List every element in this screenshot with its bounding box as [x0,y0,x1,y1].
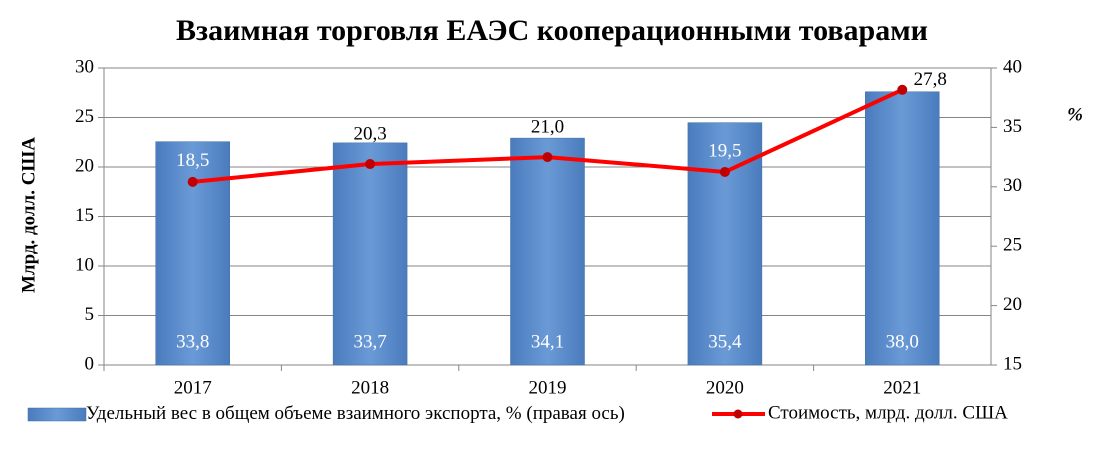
x-tick-label: 2017 [174,377,212,398]
y2-tick-label: 25 [1003,235,1022,256]
x-tick-label: 2018 [351,377,389,398]
y2-tick-label: 20 [1003,294,1022,315]
y-tick-label: 0 [85,353,95,374]
x-tick-label: 2020 [706,377,744,398]
y2-tick-label: 40 [1003,56,1022,77]
legend-label: Удельный вес в общем объеме взаимного эк… [86,403,625,424]
line-value-label: 27,8 [914,69,947,90]
x-tick-label: 2019 [529,377,567,398]
y2-tick-label: 30 [1003,175,1022,196]
y-tick-label: 20 [75,155,94,176]
y2-tick-label: 15 [1003,353,1022,374]
legend-swatch [27,407,87,422]
bar [687,122,763,366]
chart-title: Взаимная торговля ЕАЭС кооперационными т… [176,14,928,47]
bar-value-label: 33,7 [353,331,386,352]
bar-value-label: 34,1 [531,331,564,352]
line-marker [187,176,198,187]
bar [332,142,408,366]
y2-axis-label: % [1067,104,1083,125]
line-marker [542,152,553,163]
y-tick-label: 10 [75,254,94,275]
bar-value-label: 38,0 [886,331,919,352]
legend-text-box: Удельный вес в общем объеме взаимного эк… [86,403,625,424]
bar [865,91,940,366]
x-tick-label: 2021 [883,377,921,398]
legend-label: Стоимость, млрд. долл. США [768,402,1008,423]
y2-tick-label: 35 [1003,116,1022,137]
line-marker [719,166,730,177]
line-value-label: 20,3 [353,123,386,144]
bar-value-label: 33,8 [176,331,209,352]
line-value-label: 19,5 [708,140,741,161]
y-tick-label: 15 [75,205,94,226]
legend: Удельный вес в общем объеме взаимного эк… [86,402,1008,424]
y-tick-label: 30 [75,56,94,77]
line-value-label: 18,5 [176,150,209,171]
bar [510,137,585,366]
line-marker [365,159,376,170]
y-tick-label: 5 [85,304,95,325]
bar-value-label: 35,4 [708,331,742,352]
line-value-label: 21,0 [531,116,564,137]
y-tick-label: 25 [75,106,94,127]
line-marker [897,84,908,95]
y-axis-label: Млрд. долл. США [18,137,39,293]
legend-marker [733,409,743,419]
